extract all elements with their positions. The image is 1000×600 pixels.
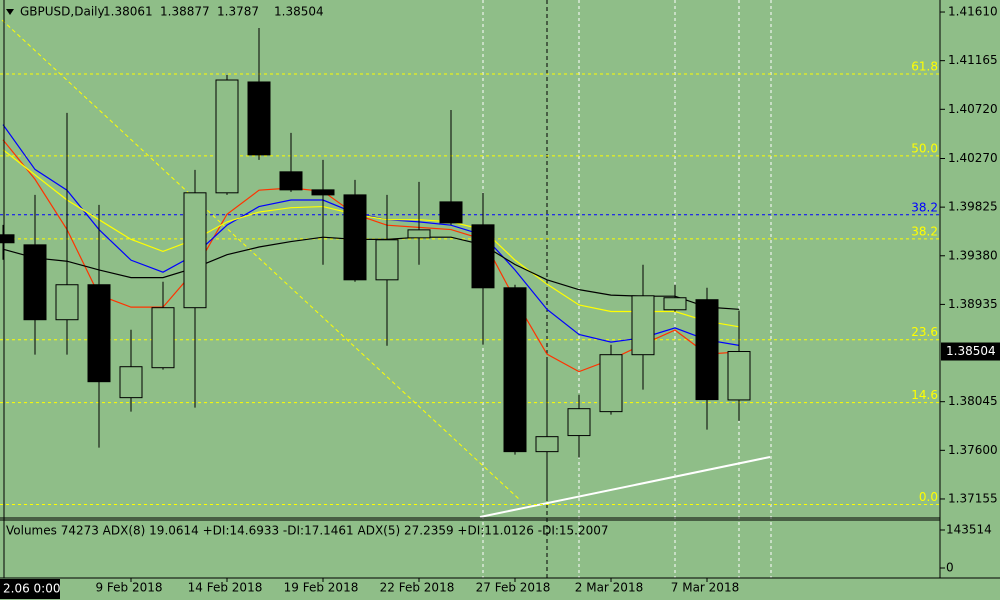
level-label: 38.2 xyxy=(911,200,938,214)
x-tick-label: 27 Feb 2018 xyxy=(476,581,551,595)
y-tick-label: 1.41610 xyxy=(948,5,998,19)
candle-body xyxy=(215,79,239,194)
level-label: 23.6 xyxy=(911,325,938,339)
x-tick-label: 7 Mar 2018 xyxy=(671,581,739,595)
candle-body xyxy=(503,287,527,453)
candle-body xyxy=(663,297,687,311)
y-tick-label: 1.39825 xyxy=(948,200,998,214)
candle-body xyxy=(0,234,15,244)
y-tick-label: 1.40720 xyxy=(948,102,998,116)
level-label: 0.0 xyxy=(919,490,938,504)
y-tick-label: 1.41165 xyxy=(948,53,998,67)
plot xyxy=(0,27,940,506)
candle-body xyxy=(727,351,751,401)
moving-average xyxy=(2,149,740,328)
trend-line xyxy=(1,19,521,501)
ohlc-close: 1.38504 xyxy=(274,5,324,19)
candle-body xyxy=(247,81,271,156)
ohlc-low: 1.3787 xyxy=(217,5,259,19)
level-label: 61.8 xyxy=(911,59,938,73)
chart-title: GBPUSD,Daily xyxy=(20,5,105,19)
crosshair-box xyxy=(0,579,60,599)
x-tick-label: 9 Feb 2018 xyxy=(95,581,162,595)
level-label: 50.0 xyxy=(911,141,938,155)
volume-tick-label: 143514 xyxy=(946,523,992,537)
candle-body xyxy=(183,192,207,309)
volume-tick-label: 0 xyxy=(946,561,954,575)
indicator-text: Volumes 74273 ADX(8) 19.0614 +DI:14.6933… xyxy=(6,524,609,538)
x-tick-label: 22 Feb 2018 xyxy=(380,581,455,595)
x-tick-label: 14 Feb 2018 xyxy=(188,581,263,595)
candle-body xyxy=(343,194,367,281)
y-tick-label: 1.38935 xyxy=(948,297,998,311)
level-label: 38.2 xyxy=(911,224,938,238)
candle-body xyxy=(695,299,719,401)
price-box xyxy=(941,342,1000,361)
candle-body xyxy=(375,239,399,281)
candle-body xyxy=(23,244,47,321)
candle-body xyxy=(567,408,591,437)
candle-body xyxy=(279,171,303,191)
moving-average xyxy=(2,236,740,310)
y-tick-label: 1.38045 xyxy=(948,394,998,408)
candle-body xyxy=(311,189,335,196)
menu-arrow[interactable] xyxy=(6,9,14,15)
y-tick-label: 1.39380 xyxy=(948,248,998,262)
y-tick-label: 1.37600 xyxy=(948,443,998,457)
candle-body xyxy=(599,354,623,413)
candle-body xyxy=(631,295,655,356)
ohlc-open: 1.38061 xyxy=(103,5,153,19)
candle-body xyxy=(119,366,143,399)
level-label: 14.6 xyxy=(911,388,938,402)
candle-body xyxy=(407,229,431,239)
x-tick-label: 2 Mar 2018 xyxy=(575,581,643,595)
y-tick-label: 1.40270 xyxy=(948,151,998,165)
candle-body xyxy=(151,307,175,369)
candle-body xyxy=(535,436,559,453)
y-tick-label: 1.37155 xyxy=(948,491,998,505)
candle-body xyxy=(55,284,79,321)
price-label: 1.38504 xyxy=(946,344,996,358)
crosshair-label: 2.06 0:00 xyxy=(3,582,60,596)
ohlc-high: 1.38877 xyxy=(160,5,210,19)
candle-body xyxy=(439,201,463,224)
x-tick-label: 19 Feb 2018 xyxy=(284,581,359,595)
candle-body xyxy=(471,224,495,289)
trend-line xyxy=(479,456,771,518)
candle-body xyxy=(87,284,111,383)
